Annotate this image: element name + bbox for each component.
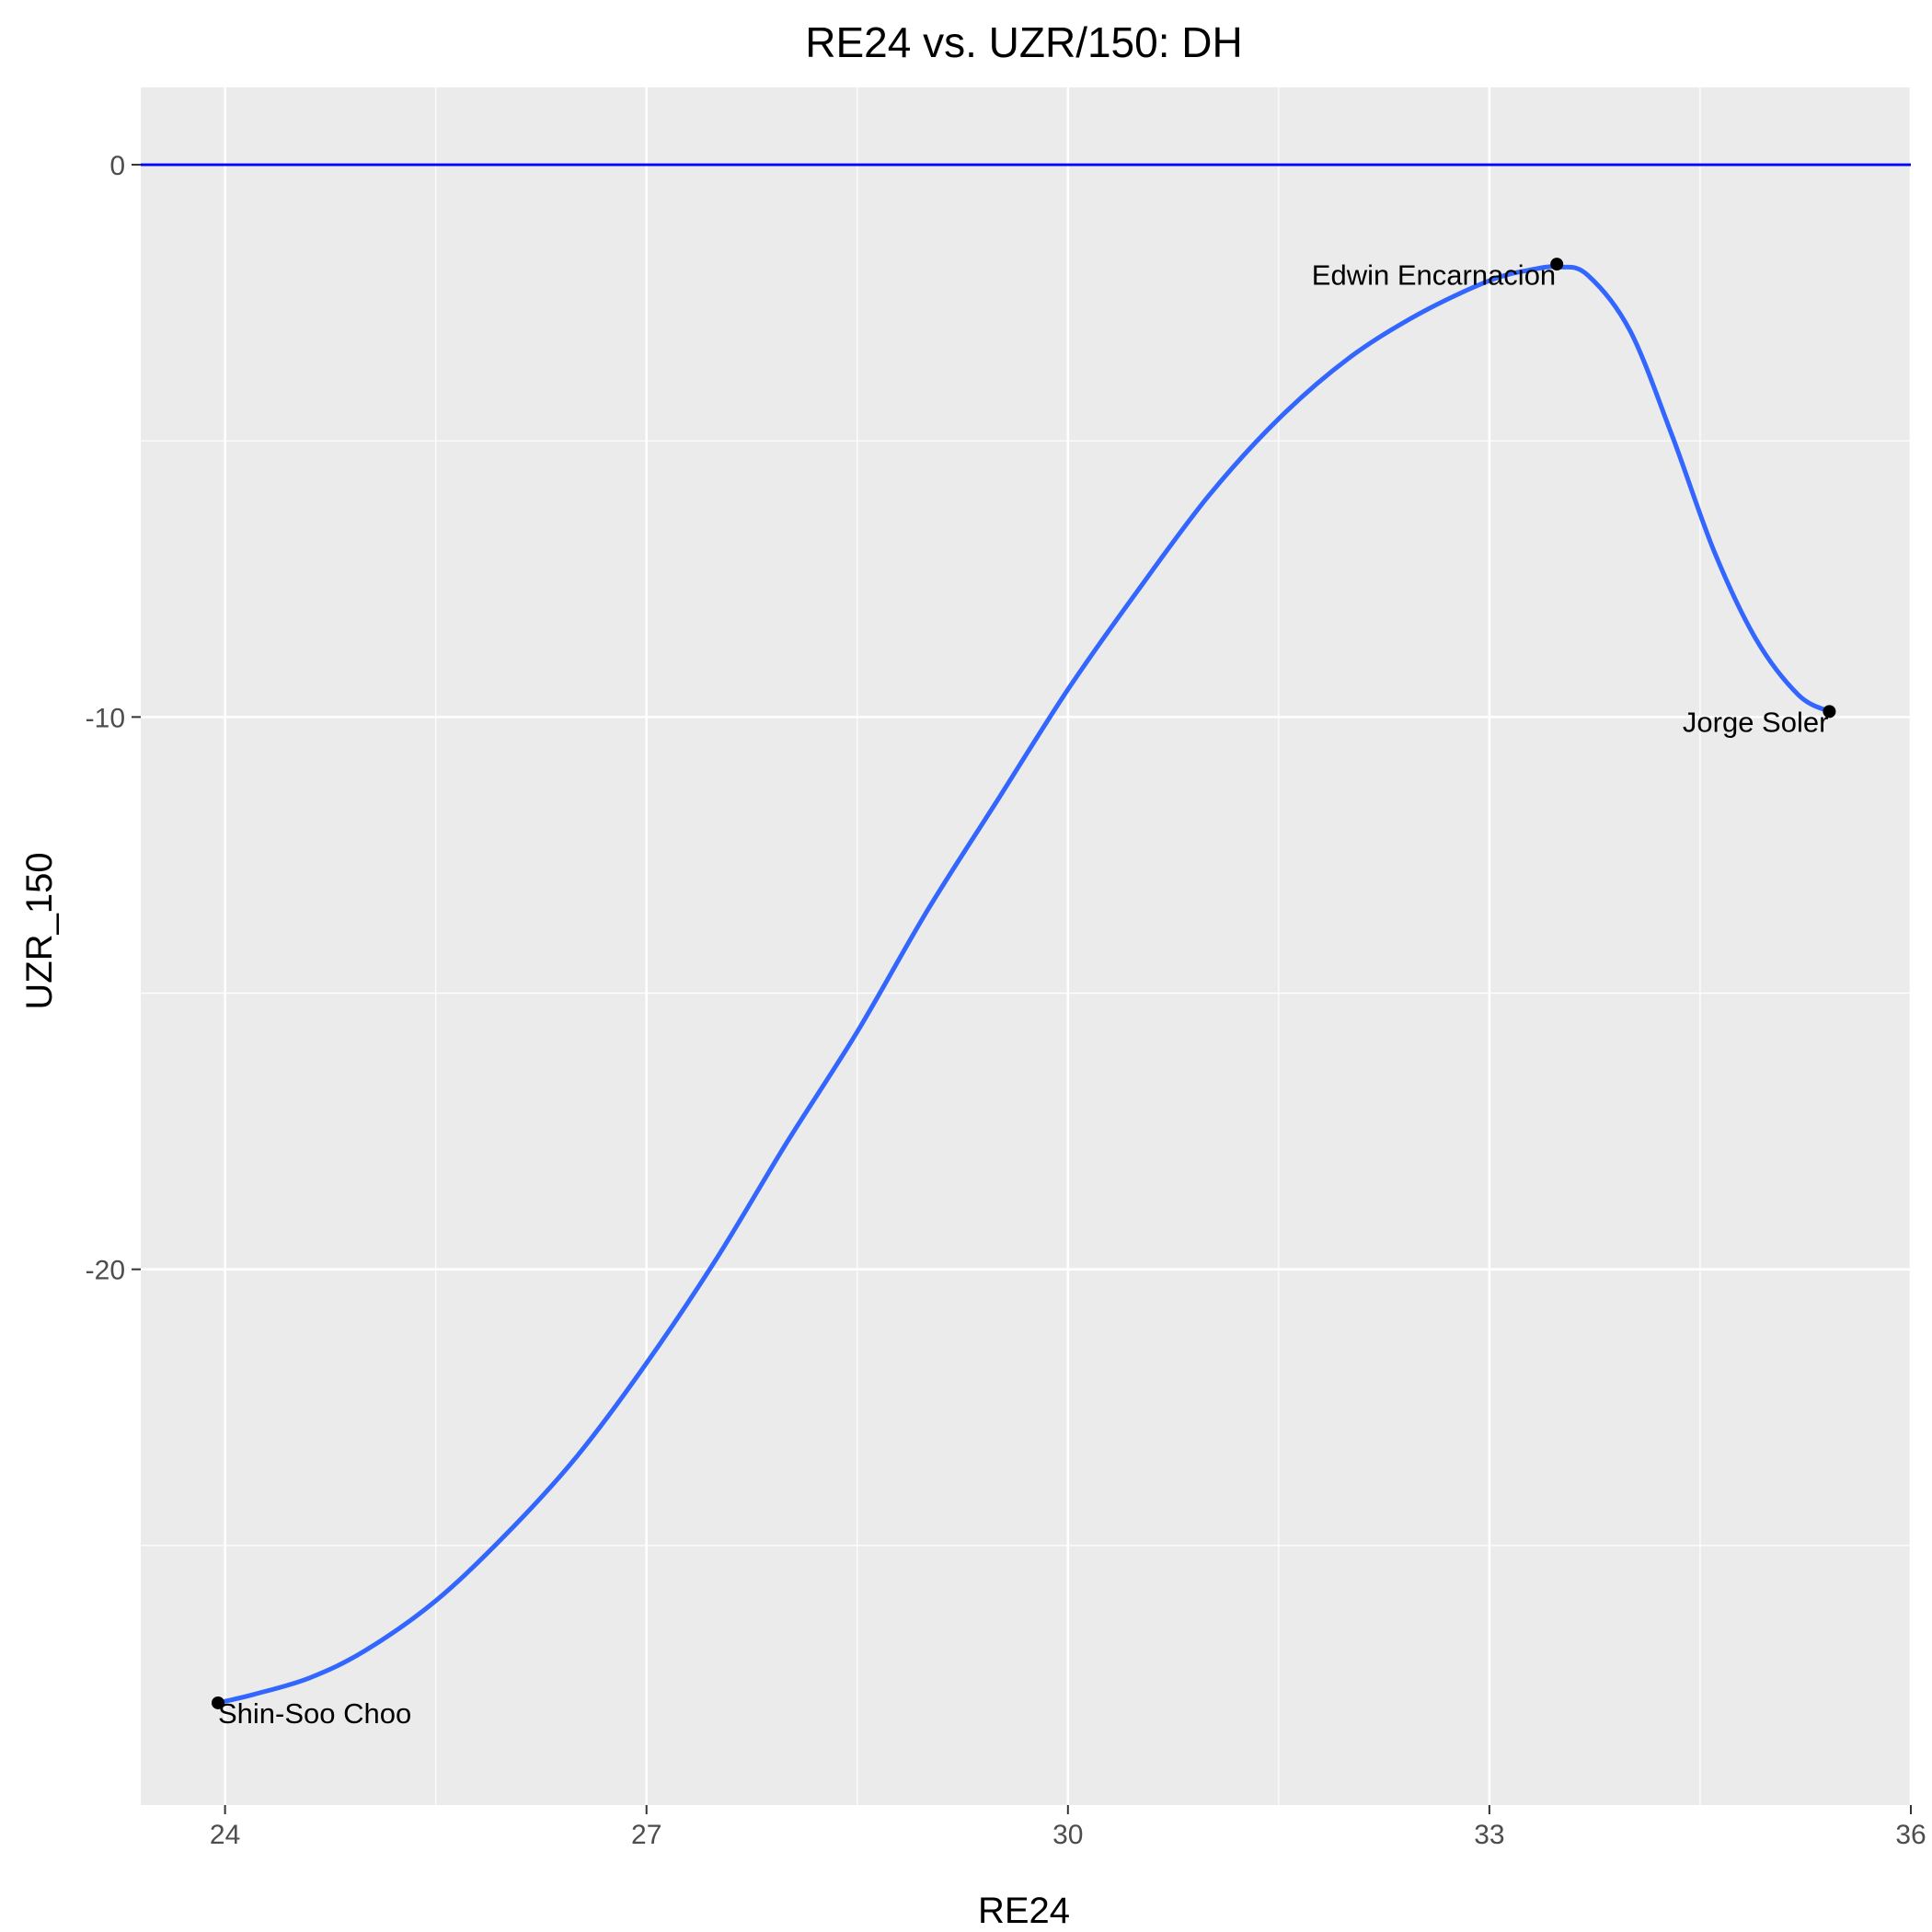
point-label: Shin-Soo Choo — [218, 1697, 411, 1730]
y-tick-label: -10 — [86, 703, 125, 733]
y-axis: 0 -10 -20 — [86, 151, 141, 1286]
smooth-line — [215, 264, 1832, 1706]
point-label: Edwin Encarnacion — [1312, 259, 1556, 291]
grid-minor — [141, 87, 1911, 1805]
x-tick-label: 36 — [1895, 1820, 1926, 1850]
x-tick-label: 30 — [1052, 1820, 1083, 1850]
data-point — [211, 1696, 224, 1709]
plot-panel — [141, 87, 1911, 1805]
x-tick-label: 24 — [210, 1820, 240, 1850]
point-labels-layer: Shin-Soo Choo Edwin Encarnacion Jorge Sole… — [218, 259, 1828, 1730]
data-point — [1823, 705, 1836, 719]
y-tick-label: -20 — [86, 1256, 125, 1286]
y-axis-title: UZR_150 — [19, 852, 60, 1009]
x-tick-label: 33 — [1474, 1820, 1504, 1850]
chart-title: RE24 vs. UZR/150: DH — [805, 18, 1242, 66]
x-tick-label: 27 — [631, 1820, 661, 1850]
x-axis: 24 27 30 33 36 — [210, 1805, 1926, 1850]
points-layer — [211, 258, 1836, 1709]
point-label: Jorge Soler — [1683, 707, 1829, 739]
x-axis-title: RE24 — [978, 1891, 1070, 1931]
y-tick-label: 0 — [109, 151, 125, 181]
data-point — [1550, 258, 1564, 271]
